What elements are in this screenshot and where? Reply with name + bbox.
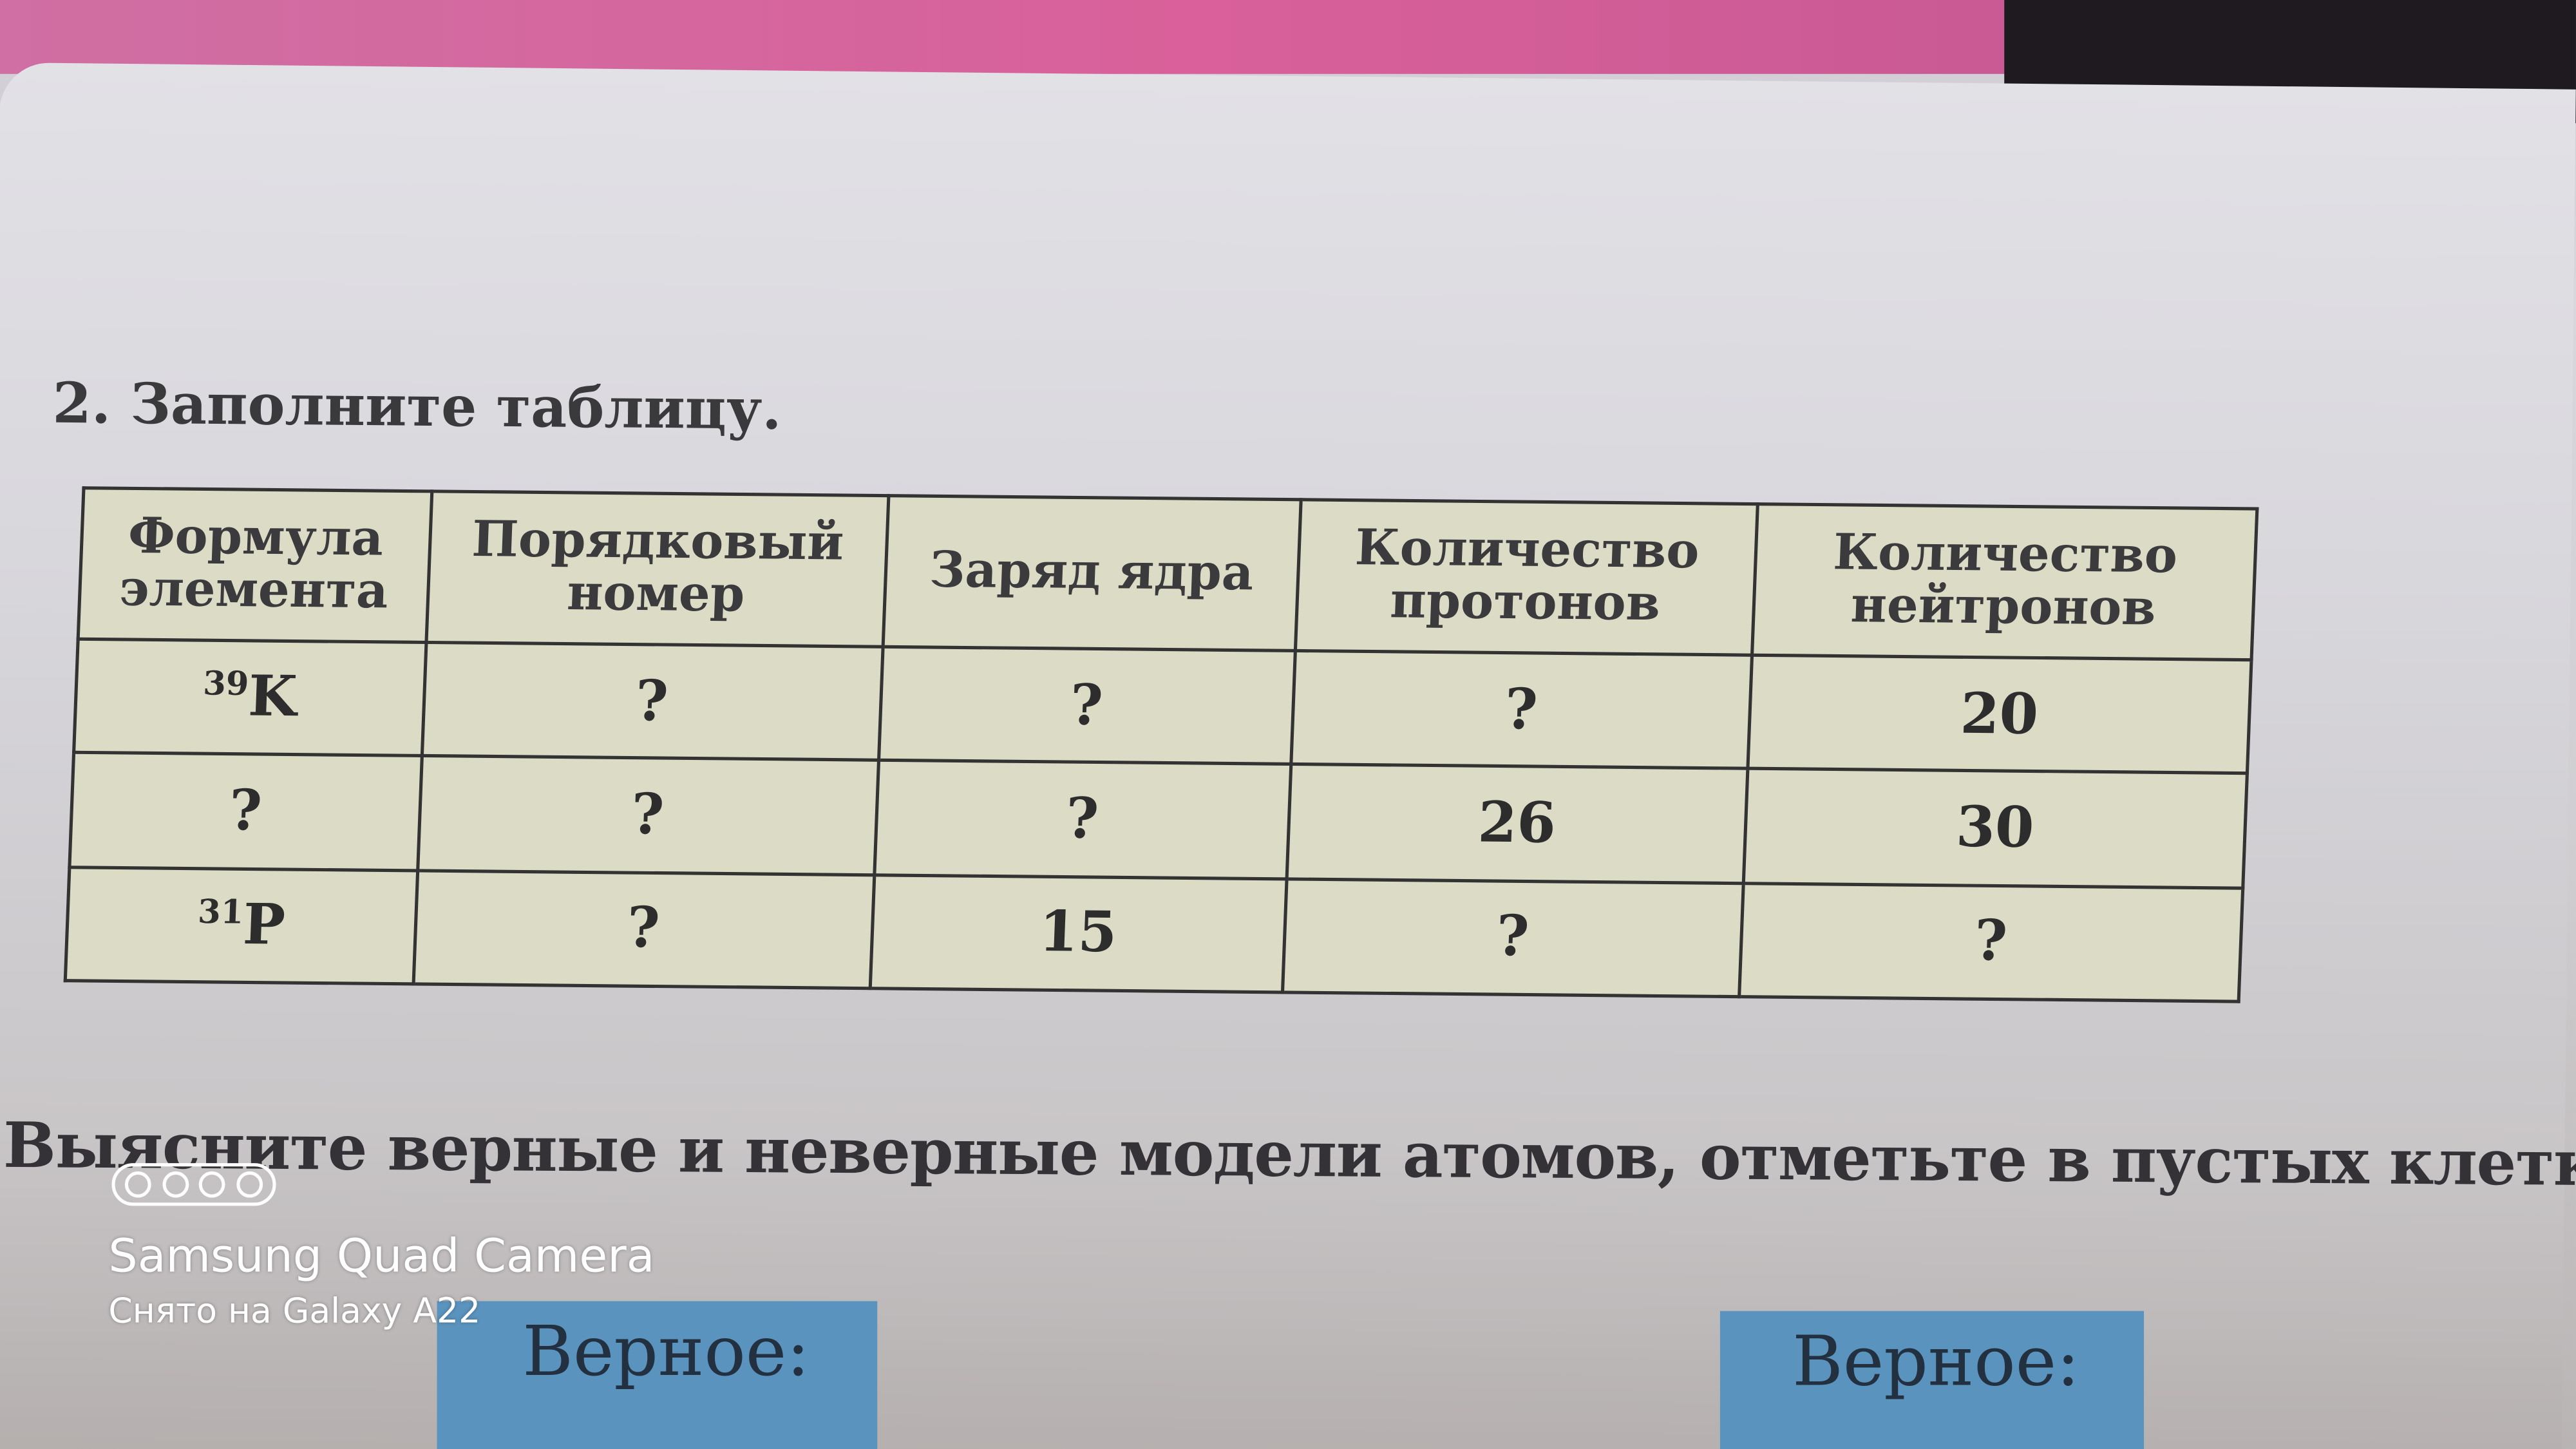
answer-card: Верное:: [1719, 1311, 2145, 1449]
header-cell: Количество нейтронов: [1751, 504, 2257, 660]
mass-number: 39: [202, 663, 250, 704]
header-cell: Заряд ядра: [882, 495, 1301, 650]
table-cell: 30: [1743, 768, 2248, 888]
table-cell: ?: [1291, 650, 1752, 769]
table-cell: 26: [1286, 764, 1748, 883]
card-label: Верное:: [522, 1311, 810, 1392]
element-symbol: K: [247, 665, 298, 732]
watermark-line1: Samsung Quad Camera: [108, 1229, 655, 1283]
header-cell: Количество протонов: [1295, 499, 1757, 655]
header-cell: Порядковый номер: [426, 491, 888, 647]
table-cell: ?: [878, 646, 1296, 764]
formula-cell: 39K: [73, 638, 426, 756]
table-row: 39K ? ? ? 20: [73, 638, 2252, 774]
watermark-line2: Снято на Galaxy A22: [108, 1291, 481, 1331]
formula-cell: ?: [69, 752, 422, 870]
camera-logo-icon: [111, 1163, 276, 1206]
element-table: Формула элемента Порядковый номер Заряд …: [63, 486, 2259, 1003]
task-title: 2. Заполните таблицу.: [52, 371, 782, 444]
table-cell: ?: [417, 755, 878, 875]
card-label: Верное:: [1792, 1321, 2080, 1402]
table-cell: ?: [873, 760, 1291, 878]
element-symbol: P: [242, 893, 287, 959]
table-cell: ?: [1738, 882, 2243, 1002]
table-row: ? ? ? 26 30: [69, 752, 2248, 888]
table-cell: ?: [421, 642, 882, 761]
table-cell: ?: [1282, 878, 1743, 997]
table-cell: 15: [869, 874, 1287, 992]
table-cell: ?: [413, 869, 874, 989]
header-cell: Формула элемента: [78, 488, 431, 643]
pink-fabric: [0, 0, 2021, 74]
mass-number: 31: [197, 891, 245, 932]
answer-card: Верное:: [437, 1301, 878, 1449]
formula-cell: 31P: [65, 866, 417, 984]
table-cell: 20: [1747, 654, 2252, 774]
table-row: 31P ? 15 ? ?: [65, 866, 2243, 1002]
